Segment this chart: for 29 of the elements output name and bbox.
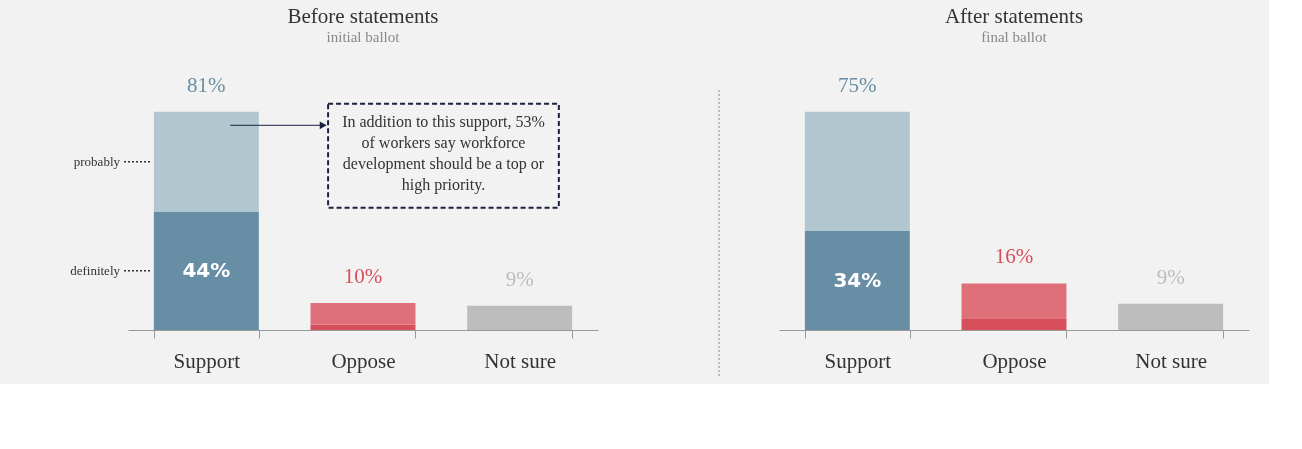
chart-subtitle: final ballot <box>981 28 1048 45</box>
data-label: 34% <box>833 267 882 292</box>
bar <box>467 305 573 330</box>
text: definitely <box>70 262 121 278</box>
text: probably <box>73 153 121 169</box>
chart-subtitle: initial ballot <box>326 28 401 45</box>
bar <box>804 231 910 330</box>
total-label: 75% <box>838 72 877 97</box>
data-label: 44% <box>182 257 231 282</box>
x-tick-label: Oppose <box>331 348 396 373</box>
x-tick-label: Not sure <box>1135 348 1208 373</box>
bar <box>961 283 1067 319</box>
bar <box>153 211 259 330</box>
x-tick-label: Oppose <box>982 348 1047 373</box>
total-label: 81% <box>187 72 226 97</box>
x-tick-label: Support <box>824 348 892 373</box>
x-tick-label: Support <box>173 348 241 373</box>
chart-title: After statements <box>944 3 1084 28</box>
annotation: In addition to this support, 53% of workers say workforce development should be a top or high priority. <box>342 112 545 194</box>
bar <box>310 324 416 330</box>
x-tick-label: Not sure <box>484 348 557 373</box>
bar <box>961 318 1067 330</box>
bar <box>153 111 259 212</box>
total-label: 16% <box>994 244 1034 269</box>
chart-title: Before statements <box>287 3 439 28</box>
bar <box>804 111 910 232</box>
total-label: 10% <box>343 264 383 289</box>
bar <box>310 303 416 325</box>
bar <box>1118 303 1224 330</box>
